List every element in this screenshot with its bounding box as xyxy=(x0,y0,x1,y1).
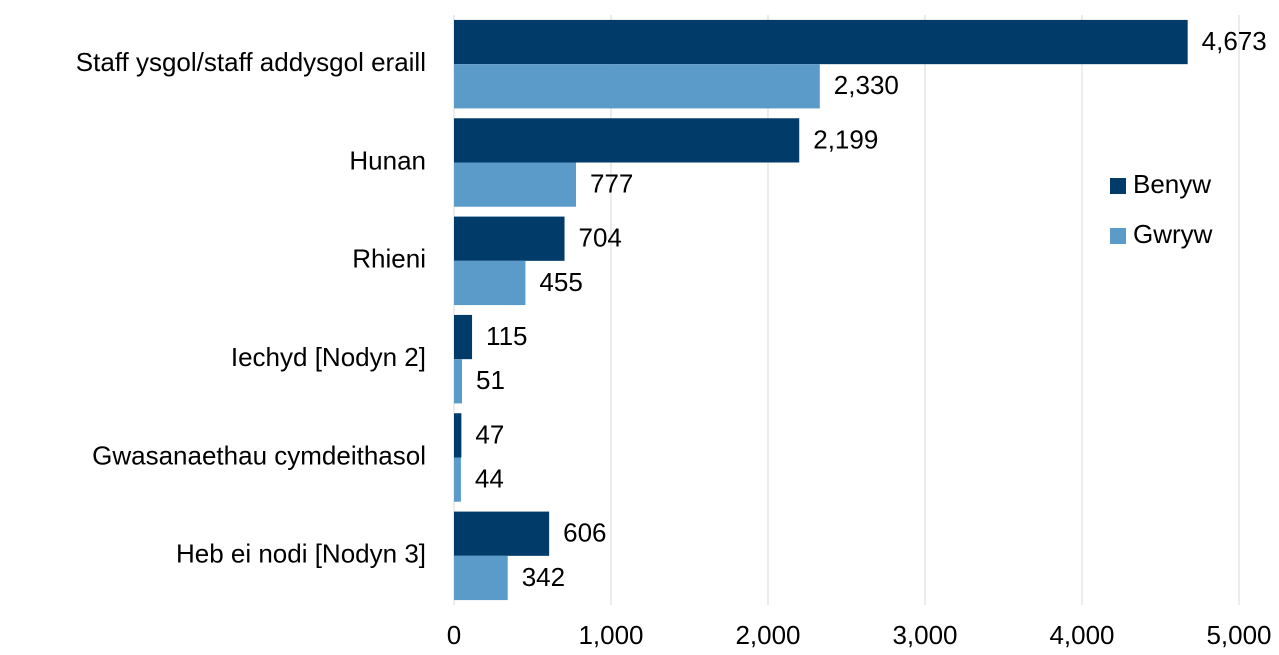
legend-swatch xyxy=(1110,228,1126,244)
bar xyxy=(454,555,508,601)
y-tick-label: Gwasanaethau cymdeithasol xyxy=(92,440,426,470)
data-label: 51 xyxy=(476,365,505,395)
x-tick-label: 2,000 xyxy=(735,620,800,650)
bar xyxy=(454,359,463,404)
bar xyxy=(454,162,576,207)
x-tick-label: 3,000 xyxy=(892,620,957,650)
bar xyxy=(454,413,462,458)
data-label: 47 xyxy=(475,419,504,449)
bar xyxy=(454,118,800,163)
bar xyxy=(454,216,565,261)
data-label: 4,673 xyxy=(1202,26,1267,56)
bar xyxy=(454,511,550,556)
bar xyxy=(454,19,1188,65)
data-label: 2,330 xyxy=(834,70,899,100)
data-label: 455 xyxy=(539,267,582,297)
x-tick-label: 4,000 xyxy=(1049,620,1114,650)
x-tick-label: 0 xyxy=(447,620,461,650)
bar xyxy=(454,314,473,360)
legend-swatch xyxy=(1110,178,1126,194)
data-label: 342 xyxy=(522,562,565,592)
bar xyxy=(454,64,820,109)
legend-label: Benyw xyxy=(1133,169,1211,199)
y-tick-label: Rhieni xyxy=(352,244,426,274)
y-tick-label: Staff ysgol/staff addysgol eraill xyxy=(76,47,426,77)
legend-label: Gwryw xyxy=(1133,219,1213,249)
data-label: 115 xyxy=(486,321,527,351)
bar xyxy=(454,260,526,306)
data-label: 44 xyxy=(475,464,504,494)
data-label: 777 xyxy=(590,169,633,199)
y-tick-label: Iechyd [Nodyn 2] xyxy=(231,342,426,372)
x-tick-label: 5,000 xyxy=(1206,620,1271,650)
y-tick-label: Hunan xyxy=(349,145,426,175)
data-label: 606 xyxy=(563,518,606,548)
data-label: 704 xyxy=(579,223,622,253)
x-tick-label: 1,000 xyxy=(578,620,643,650)
data-label: 2,199 xyxy=(813,124,878,154)
bar xyxy=(454,457,461,502)
y-tick-label: Heb ei nodi [Nodyn 3] xyxy=(176,539,426,569)
